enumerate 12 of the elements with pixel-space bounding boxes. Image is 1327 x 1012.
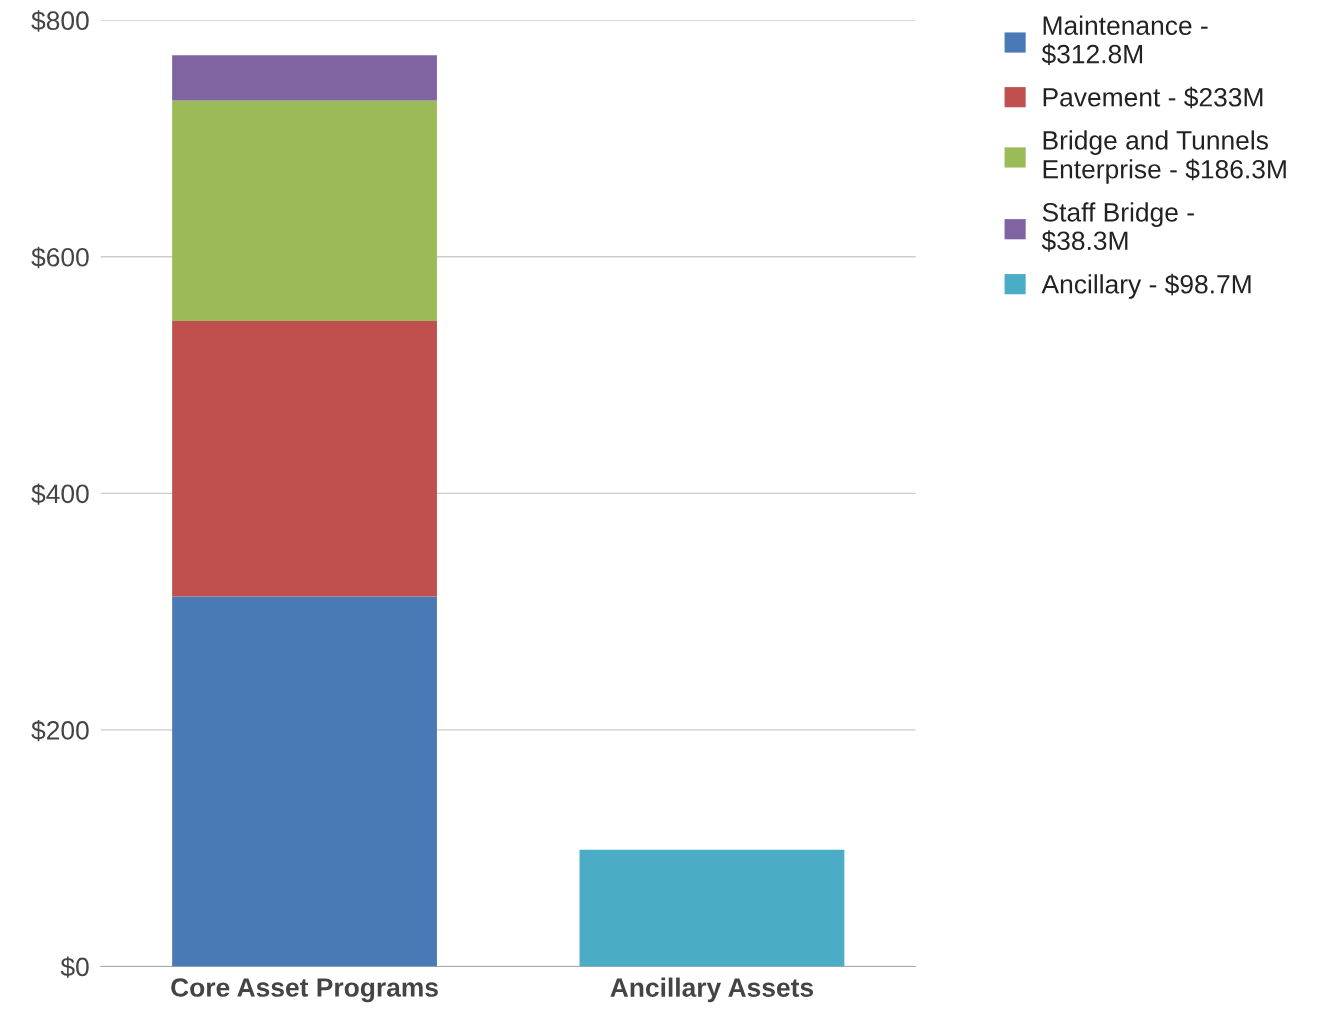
y-tick-label: $200 [31,719,89,742]
y-tick-label: $600 [31,246,89,269]
x-tick-label: Ancillary Assets [610,977,814,1003]
y-tick-label: $400 [31,483,89,505]
legend-label: Ancillary - $98.7M [1041,273,1251,299]
y-tick-label: $800 [31,10,89,32]
legend-label: Bridge and Tunnels Enterprise - $186.3M [1043,130,1286,184]
x-tick-label: Core Asset Programs [171,978,438,1003]
legend-label: Pavement - $233M [1043,86,1263,109]
y-tick-label: $0 [60,956,89,978]
legend-label: Maintenance - $312.8M [1041,15,1208,65]
legend-label: Staff Bridge - $38.3M [1041,202,1194,252]
